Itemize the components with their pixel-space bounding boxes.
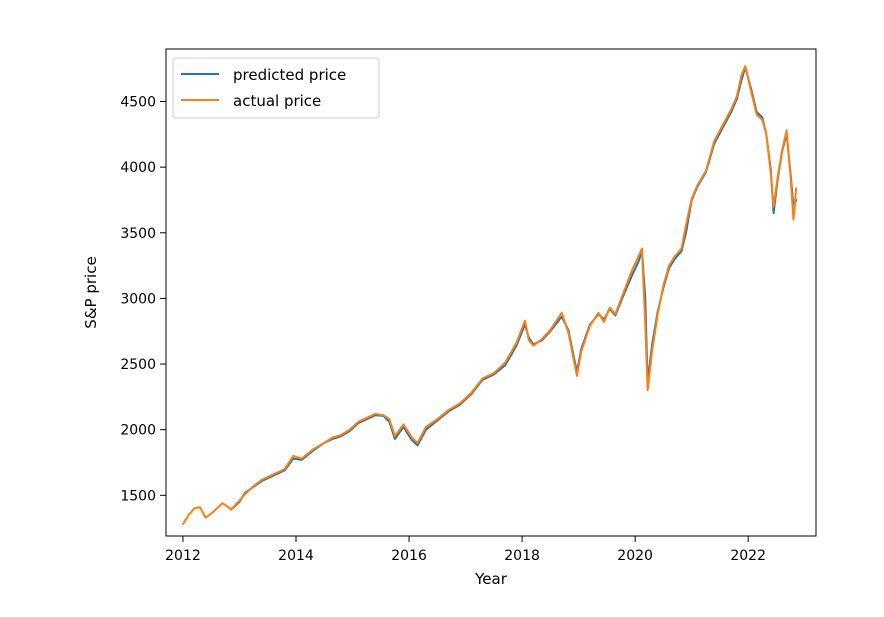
y-tick-label: 4500 [120, 95, 156, 111]
x-tick-label: 2012 [165, 548, 201, 564]
legend-label-predicted: predicted price [233, 66, 346, 84]
legend-label-actual: actual price [233, 92, 321, 110]
y-tick-label: 2000 [120, 423, 156, 439]
legend-box [172, 57, 380, 119]
x-axis: 2012 2014 2016 2018 2020 2022 [165, 536, 766, 564]
x-axis-label: Year [474, 570, 508, 588]
y-tick-label: 3500 [120, 226, 156, 242]
x-tick-label: 2016 [391, 548, 427, 564]
y-axis: 1500 2000 2500 3000 3500 4000 4500 [120, 95, 166, 504]
x-tick-label: 2020 [617, 548, 653, 564]
legend: predicted price actual price [172, 57, 380, 119]
y-tick-label: 4000 [120, 160, 156, 176]
y-tick-label: 2500 [120, 357, 156, 373]
x-tick-label: 2014 [278, 548, 314, 564]
axes-frame [165, 48, 817, 537]
x-tick-label: 2022 [730, 548, 766, 564]
y-tick-label: 1500 [120, 488, 156, 504]
y-axis-label: S&P price [82, 256, 100, 328]
series-line-actual [182, 65, 798, 526]
y-tick-label: 3000 [120, 291, 156, 307]
x-tick-label: 2018 [504, 548, 540, 564]
